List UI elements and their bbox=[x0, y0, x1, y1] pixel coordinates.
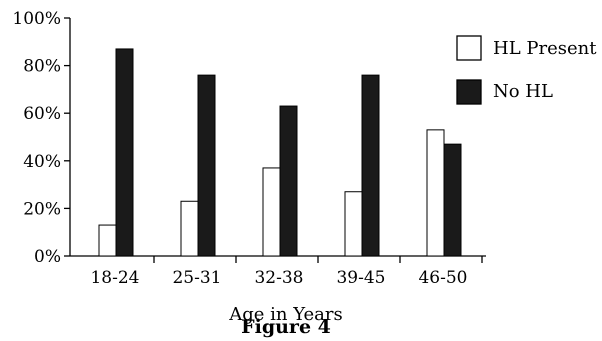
x-tick-label: 46-50 bbox=[418, 268, 467, 288]
bar-hl-present-32-38 bbox=[262, 167, 281, 257]
y-tick-label: 20% bbox=[23, 199, 61, 219]
bar-no-hl-32-38 bbox=[279, 105, 298, 257]
y-tick-label: 60% bbox=[23, 104, 61, 124]
x-tick-label: 39-45 bbox=[336, 268, 385, 288]
y-tick-label: 80% bbox=[23, 57, 61, 77]
bar-hl-present-25-31 bbox=[180, 200, 199, 257]
y-tick-label: 100% bbox=[12, 9, 61, 29]
bar-no-hl-25-31 bbox=[197, 74, 216, 257]
x-axis-label: Age in Years bbox=[228, 304, 343, 325]
x-tick-label: 18-24 bbox=[90, 268, 139, 288]
legend: HL Present No HL bbox=[456, 35, 597, 105]
legend-swatch-hl-present bbox=[456, 35, 482, 61]
legend-label-hl-present: HL Present bbox=[493, 38, 597, 59]
figure-caption: Figure 4 bbox=[241, 316, 331, 338]
bar-hl-present-46-50 bbox=[426, 129, 445, 257]
bar-hl-present-39-45 bbox=[344, 191, 363, 257]
bar-no-hl-39-45 bbox=[361, 74, 380, 257]
bar-no-hl-46-50 bbox=[443, 143, 462, 257]
x-tick-label: 32-38 bbox=[254, 268, 303, 288]
x-tick-label: 25-31 bbox=[172, 268, 221, 288]
legend-label-no-hl: No HL bbox=[493, 81, 553, 102]
y-tick-label: 0% bbox=[34, 247, 61, 267]
y-tick-label: 40% bbox=[23, 152, 61, 172]
bar-hl-present-18-24 bbox=[98, 224, 117, 257]
bar-no-hl-18-24 bbox=[115, 48, 134, 257]
legend-swatch-no-hl bbox=[456, 79, 482, 105]
